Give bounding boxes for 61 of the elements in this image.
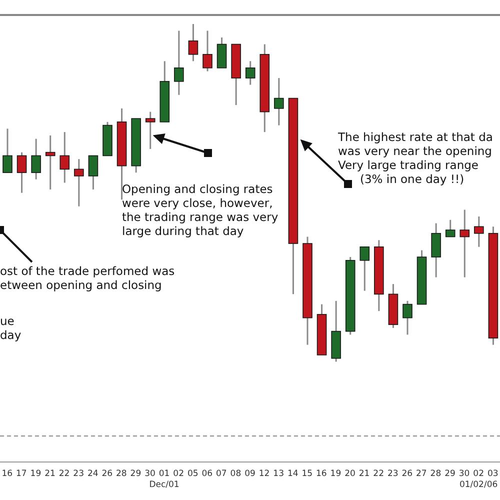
x-tick-label: 08 — [230, 469, 242, 480]
candlestick — [188, 23, 198, 62]
x-tick-label: 30 — [458, 469, 470, 480]
text: 01/02/06 — [458, 480, 499, 490]
candlestick — [16, 152, 27, 194]
x-tick-label: 29 — [130, 469, 142, 480]
candlestick — [274, 77, 284, 126]
x-tick-label: 05 — [187, 469, 198, 480]
candlestick — [45, 134, 56, 190]
x-tick-label: 22 — [373, 469, 384, 480]
candlestick — [88, 154, 98, 190]
x-tick-label: 26 — [102, 469, 113, 480]
x-tick-label: 15 — [302, 469, 313, 480]
x-tick-label: 20 — [344, 469, 356, 480]
candlestick — [431, 222, 441, 278]
annotation: ue day — [0, 314, 22, 342]
candlestick — [445, 219, 456, 238]
x-tick-label: 24 — [87, 469, 98, 480]
x-tick-label: 02 — [473, 469, 484, 480]
x-tick-label: 14 — [287, 469, 298, 480]
candlestick — [216, 36, 227, 69]
x-tick-label: 17 — [16, 469, 27, 480]
x-tick-label: 19 — [30, 469, 42, 480]
candlestick — [402, 300, 412, 336]
candlestick — [2, 128, 12, 174]
x-tick-label: 12 — [258, 469, 270, 480]
x-tick-label: 01 — [158, 469, 170, 480]
x-tick-label: 02 — [173, 469, 184, 480]
x-tick-label: 06 — [202, 469, 213, 480]
annotation: ost of the trade perfomed was etween opening and closing — [0, 264, 175, 292]
candlestick — [460, 208, 470, 278]
candlestick — [74, 158, 84, 208]
candlestick — [31, 138, 41, 180]
x-tick-label: 03 — [487, 469, 498, 480]
x-tick-label: 27 — [416, 469, 427, 480]
x-tick-label: 13 — [273, 469, 284, 480]
candlestick — [245, 60, 256, 86]
x-tick-label: 21 — [358, 469, 370, 480]
x-tick-label: 21 — [44, 469, 56, 480]
x-tick-label: 16 — [2, 469, 13, 480]
x-tick-label: 23 — [387, 469, 398, 480]
text: Dec/01 — [148, 480, 180, 490]
x-tick-label: 28 — [430, 469, 442, 480]
annotation: Opening and closing rates were very close, however, the trading range was very large during that day — [122, 182, 278, 238]
x-tick-label: 19 — [330, 469, 342, 480]
candlestick — [60, 131, 70, 184]
x-tick-label: 29 — [444, 469, 456, 480]
x-tick-label: 30 — [144, 469, 156, 480]
x-tick-label: 09 — [244, 469, 256, 480]
candlestick — [202, 30, 212, 72]
candlestick — [145, 111, 156, 150]
x-tick-label: 23 — [73, 469, 84, 480]
x-tick-label: 16 — [316, 469, 327, 480]
candlestick — [360, 246, 370, 292]
annotation: The highest rate at that da was very near the opening Very large trading range (3% in one day !!) — [338, 130, 493, 186]
candlestick — [474, 216, 484, 248]
x-tick-label: 22 — [58, 469, 70, 480]
candlestick — [174, 30, 184, 96]
x-tick-label: 28 — [116, 469, 127, 480]
x-tick-label: 26 — [402, 469, 413, 480]
x-tick-label: 07 — [216, 469, 227, 480]
